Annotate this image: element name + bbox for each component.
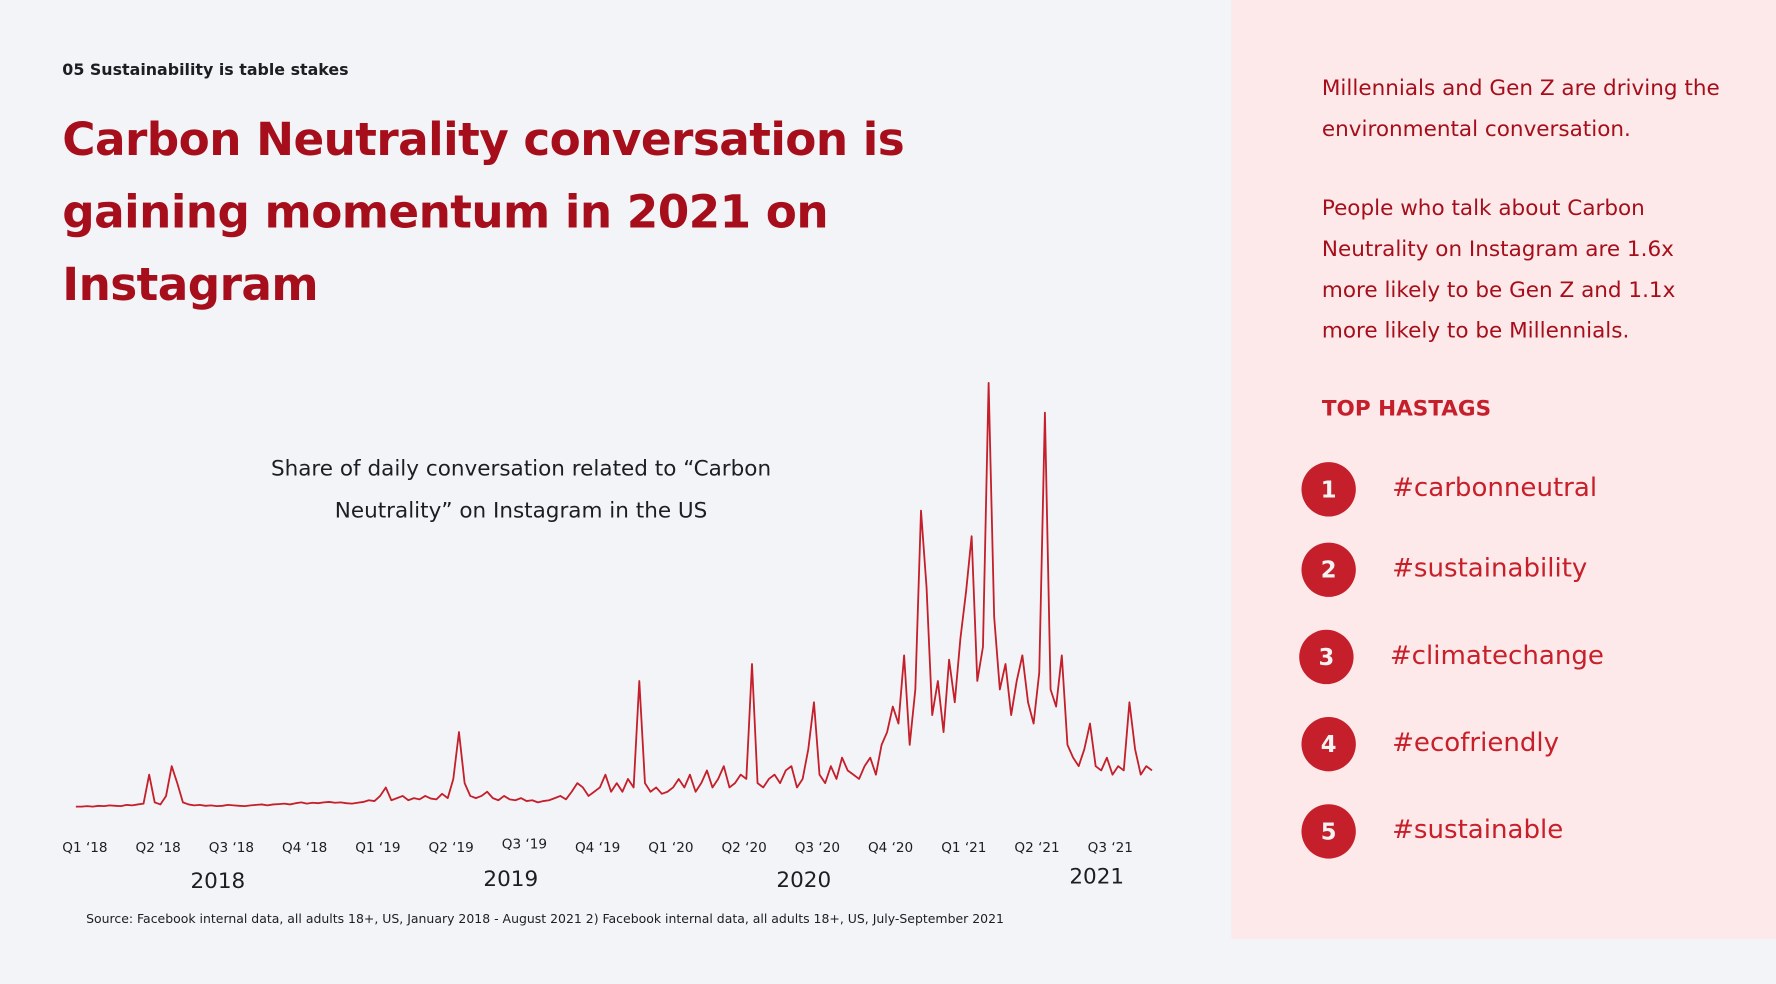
hashtag-item: 5 #sustainable: [1301, 804, 1754, 861]
x-tick-label: Q3 ‘21: [1088, 840, 1133, 856]
rank-badge: 3: [1299, 629, 1354, 685]
hashtag-item: 2 #sustainability: [1301, 542, 1754, 600]
hashtag-label: #sustainable: [1392, 815, 1564, 845]
series-line: [75, 381, 1153, 808]
top-hashtags-heading: TOP HASTAGS: [1321, 396, 1492, 422]
year-label: 2021: [1069, 865, 1124, 890]
rank-badge: 1: [1301, 462, 1356, 517]
x-tick-label: Q4 ‘18: [282, 840, 327, 856]
hashtag-item: 1 #carbonneutral: [1301, 462, 1754, 519]
x-tick-label: Q2 ‘19: [429, 840, 474, 856]
page-title: Carbon Neutrality conversation is gainin…: [62, 114, 905, 312]
x-tick-label: Q1 ‘21: [941, 840, 986, 856]
x-tick-label: Q4 ‘19: [575, 840, 620, 856]
rank-badge: 2: [1301, 542, 1356, 597]
hashtag-item: 4 #ecofriendly: [1301, 716, 1754, 774]
x-tick-label: Q1 ‘18: [62, 840, 107, 856]
line-chart: Q1 ‘18 Q2 ‘18 Q3 ‘18 Q4 ‘18 Q1 ‘19 Q2 ‘19 Q3 ‘…: [62, 381, 1153, 894]
rank-badge: 4: [1301, 716, 1356, 772]
x-tick-label: Q2 ‘18: [136, 840, 181, 856]
insights-panel: Millennials and Gen Z are driving the en…: [1231, 0, 1776, 940]
hashtag-label: #climatechange: [1389, 641, 1604, 671]
year-label: 2019: [483, 867, 538, 892]
hashtag-label: #carbonneutral: [1392, 473, 1598, 503]
x-tick-label: Q3 ‘19: [502, 836, 547, 852]
x-tick-label: Q2 ‘20: [721, 840, 766, 856]
hashtag-item: 3 #climatechange: [1299, 629, 1752, 687]
insight-paragraph-1: Millennials and Gen Z are driving the en…: [1321, 75, 1720, 142]
x-tick-label: Q1 ‘19: [355, 840, 400, 856]
x-tick-label: Q3 ‘20: [795, 840, 840, 856]
x-tick-label: Q4 ‘20: [868, 840, 913, 856]
insight-paragraph-2: People who talk about Carbon Neutrality …: [1321, 195, 1676, 344]
chart-title: Share of daily conversation related to “…: [270, 456, 772, 524]
x-tick-label: Q1 ‘20: [648, 840, 693, 856]
year-label: 2018: [190, 869, 245, 894]
x-tick-label: Q2 ‘21: [1014, 840, 1059, 856]
rank-badge: 5: [1301, 804, 1356, 859]
hashtag-label: #ecofriendly: [1392, 728, 1560, 758]
hashtag-label: #sustainability: [1392, 553, 1588, 584]
year-label: 2020: [776, 868, 831, 893]
source-note: Source: Facebook internal data, all adul…: [86, 911, 1004, 927]
section-kicker: 05 Sustainability is table stakes: [62, 61, 349, 80]
x-tick-label: Q3 ‘18: [209, 840, 254, 856]
